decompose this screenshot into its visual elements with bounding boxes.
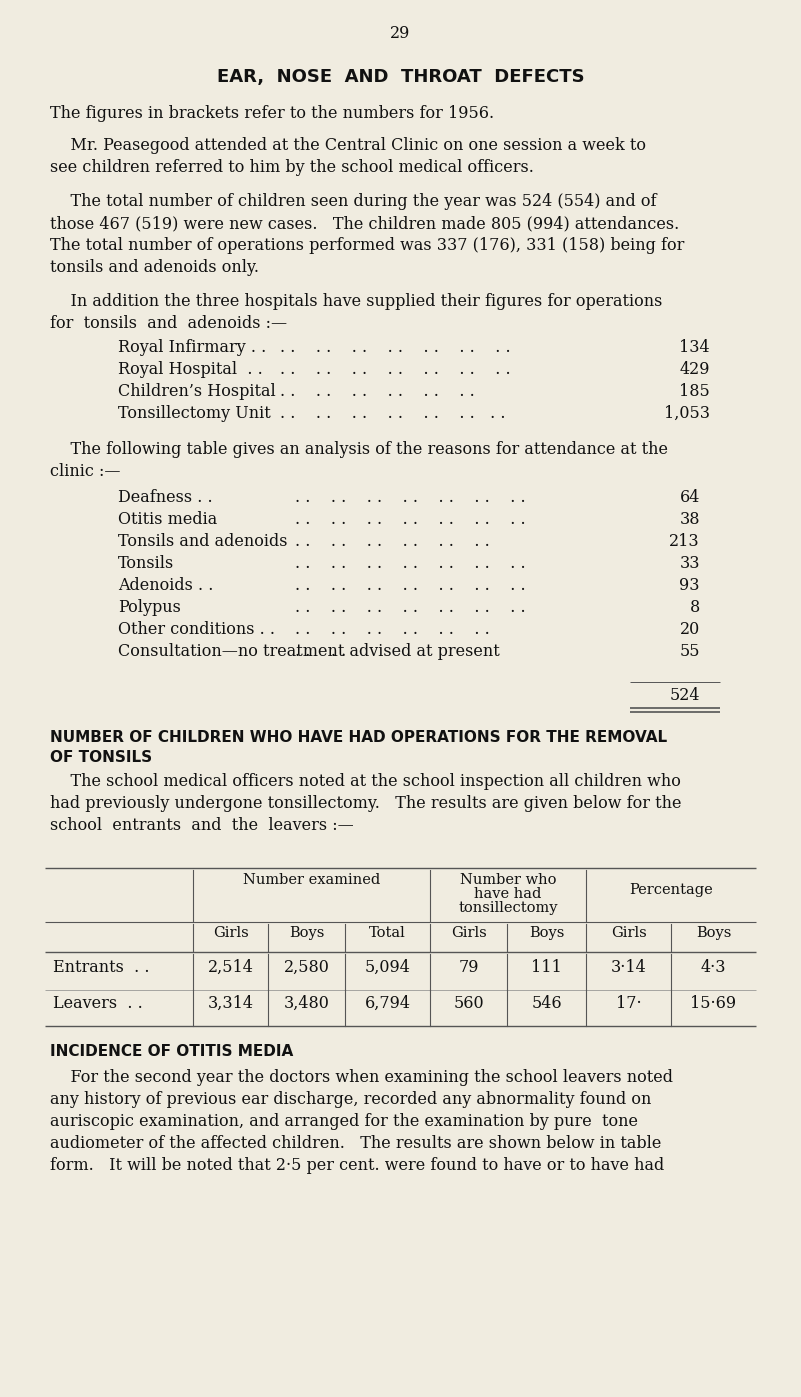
Text: Deafness . .: Deafness . . — [118, 489, 212, 506]
Text: 2,580: 2,580 — [284, 958, 329, 977]
Text: Girls: Girls — [610, 926, 646, 940]
Text: 213: 213 — [670, 534, 700, 550]
Text: 3·14: 3·14 — [610, 958, 646, 977]
Text: In addition the three hospitals have supplied their figures for operations: In addition the three hospitals have sup… — [50, 293, 662, 310]
Text: . .    . .: . . . . — [295, 643, 346, 659]
Text: audiometer of the affected children.   The results are shown below in table: audiometer of the affected children. The… — [50, 1134, 662, 1153]
Text: The total number of children seen during the year was 524 (554) and of: The total number of children seen during… — [50, 193, 657, 210]
Text: Number who: Number who — [460, 873, 556, 887]
Text: . .    . .    . .    . .    . .    . .    . .: . . . . . . . . . . . . . . — [295, 511, 525, 528]
Text: . .    . .    . .    . .    . .    . .: . . . . . . . . . . . . — [295, 534, 489, 550]
Text: . .    . .    . .    . .    . .    . .: . . . . . . . . . . . . — [295, 622, 489, 638]
Text: . .    . .    . .    . .    . .    . .: . . . . . . . . . . . . — [280, 383, 475, 400]
Text: Entrants  . .: Entrants . . — [53, 958, 150, 977]
Text: . .    . .    . .    . .    . .    . .    . .: . . . . . . . . . . . . . . — [295, 599, 525, 616]
Text: . .    . .    . .    . .    . .    . .    . .: . . . . . . . . . . . . . . — [295, 555, 525, 571]
Text: 546: 546 — [531, 995, 562, 1011]
Text: NUMBER OF CHILDREN WHO HAVE HAD OPERATIONS FOR THE REMOVAL: NUMBER OF CHILDREN WHO HAVE HAD OPERATIO… — [50, 731, 667, 745]
Text: tonsils and adenoids only.: tonsils and adenoids only. — [50, 258, 259, 277]
Text: 93: 93 — [679, 577, 700, 594]
Text: 15·69: 15·69 — [690, 995, 737, 1011]
Text: EAR,  NOSE  AND  THROAT  DEFECTS: EAR, NOSE AND THROAT DEFECTS — [217, 68, 584, 87]
Text: auriscopic examination, and arranged for the examination by pure  tone: auriscopic examination, and arranged for… — [50, 1113, 638, 1130]
Text: 33: 33 — [679, 555, 700, 571]
Text: 3,314: 3,314 — [207, 995, 253, 1011]
Text: 5,094: 5,094 — [364, 958, 410, 977]
Text: Boys: Boys — [529, 926, 564, 940]
Text: clinic :—: clinic :— — [50, 462, 120, 481]
Text: form.   It will be noted that 2·5 per cent. were found to have or to have had: form. It will be noted that 2·5 per cent… — [50, 1157, 664, 1173]
Text: Royal Hospital  . .: Royal Hospital . . — [118, 360, 263, 379]
Text: 6,794: 6,794 — [364, 995, 410, 1011]
Text: . .    . .    . .    . .    . .    . .    . .: . . . . . . . . . . . . . . — [295, 577, 525, 594]
Text: those 467 (519) were new cases.   The children made 805 (994) attendances.: those 467 (519) were new cases. The chil… — [50, 215, 679, 232]
Text: Tonsils and adenoids: Tonsils and adenoids — [118, 534, 288, 550]
Text: Boys: Boys — [696, 926, 731, 940]
Text: Boys: Boys — [289, 926, 324, 940]
Text: Polypus: Polypus — [118, 599, 181, 616]
Text: . .    . .    . .    . .    . .    . .   . .: . . . . . . . . . . . . . . — [280, 405, 505, 422]
Text: 29: 29 — [390, 25, 411, 42]
Text: 64: 64 — [679, 489, 700, 506]
Text: 55: 55 — [679, 643, 700, 659]
Text: any history of previous ear discharge, recorded any abnormality found on: any history of previous ear discharge, r… — [50, 1091, 651, 1108]
Text: for  tonsils  and  adenoids :—: for tonsils and adenoids :— — [50, 314, 287, 332]
Text: see children referred to him by the school medical officers.: see children referred to him by the scho… — [50, 159, 534, 176]
Text: Percentage: Percentage — [629, 883, 713, 897]
Text: . .    . .    . .    . .    . .    . .    . .: . . . . . . . . . . . . . . — [280, 339, 510, 356]
Text: 111: 111 — [531, 958, 562, 977]
Text: 560: 560 — [453, 995, 484, 1011]
Text: Total: Total — [369, 926, 406, 940]
Text: Royal Infirmary . .: Royal Infirmary . . — [118, 339, 266, 356]
Text: The school medical officers noted at the school inspection all children who: The school medical officers noted at the… — [50, 773, 681, 789]
Text: The following table gives an analysis of the reasons for attendance at the: The following table gives an analysis of… — [50, 441, 668, 458]
Text: Girls: Girls — [212, 926, 248, 940]
Text: have had: have had — [474, 887, 541, 901]
Text: 8: 8 — [690, 599, 700, 616]
Text: 3,480: 3,480 — [284, 995, 329, 1011]
Text: Consultation—no treatment advised at present: Consultation—no treatment advised at pre… — [118, 643, 500, 659]
Text: Number examined: Number examined — [243, 873, 380, 887]
Text: Tonsils: Tonsils — [118, 555, 175, 571]
Text: 79: 79 — [458, 958, 479, 977]
Text: Otitis media: Otitis media — [118, 511, 217, 528]
Text: . .    . .    . .    . .    . .    . .    . .: . . . . . . . . . . . . . . — [295, 489, 525, 506]
Text: 4·3: 4·3 — [701, 958, 727, 977]
Text: had previously undergone tonsillectomy.   The results are given below for the: had previously undergone tonsillectomy. … — [50, 795, 682, 812]
Text: 38: 38 — [679, 511, 700, 528]
Text: For the second year the doctors when examining the school leavers noted: For the second year the doctors when exa… — [50, 1069, 673, 1085]
Text: 185: 185 — [679, 383, 710, 400]
Text: Girls: Girls — [451, 926, 486, 940]
Text: Leavers  . .: Leavers . . — [53, 995, 143, 1011]
Text: 1,053: 1,053 — [664, 405, 710, 422]
Text: Tonsillectomy Unit: Tonsillectomy Unit — [118, 405, 271, 422]
Text: Other conditions . .: Other conditions . . — [118, 622, 275, 638]
Text: Mr. Peasegood attended at the Central Clinic on one session a week to: Mr. Peasegood attended at the Central Cl… — [50, 137, 646, 154]
Text: tonsillectomy: tonsillectomy — [458, 901, 557, 915]
Text: The total number of operations performed was 337 (176), 331 (158) being for: The total number of operations performed… — [50, 237, 684, 254]
Text: Children’s Hospital: Children’s Hospital — [118, 383, 276, 400]
Text: Adenoids . .: Adenoids . . — [118, 577, 213, 594]
Text: The figures in brackets refer to the numbers for 1956.: The figures in brackets refer to the num… — [50, 105, 494, 122]
Text: 429: 429 — [679, 360, 710, 379]
Text: 524: 524 — [670, 687, 700, 704]
Text: 17·: 17· — [616, 995, 642, 1011]
Text: . .    . .    . .    . .    . .    . .    . .: . . . . . . . . . . . . . . — [280, 360, 510, 379]
Text: 20: 20 — [680, 622, 700, 638]
Text: INCIDENCE OF OTITIS MEDIA: INCIDENCE OF OTITIS MEDIA — [50, 1044, 293, 1059]
Text: OF TONSILS: OF TONSILS — [50, 750, 152, 766]
Text: school  entrants  and  the  leavers :—: school entrants and the leavers :— — [50, 817, 354, 834]
Text: 134: 134 — [679, 339, 710, 356]
Text: 2,514: 2,514 — [207, 958, 253, 977]
